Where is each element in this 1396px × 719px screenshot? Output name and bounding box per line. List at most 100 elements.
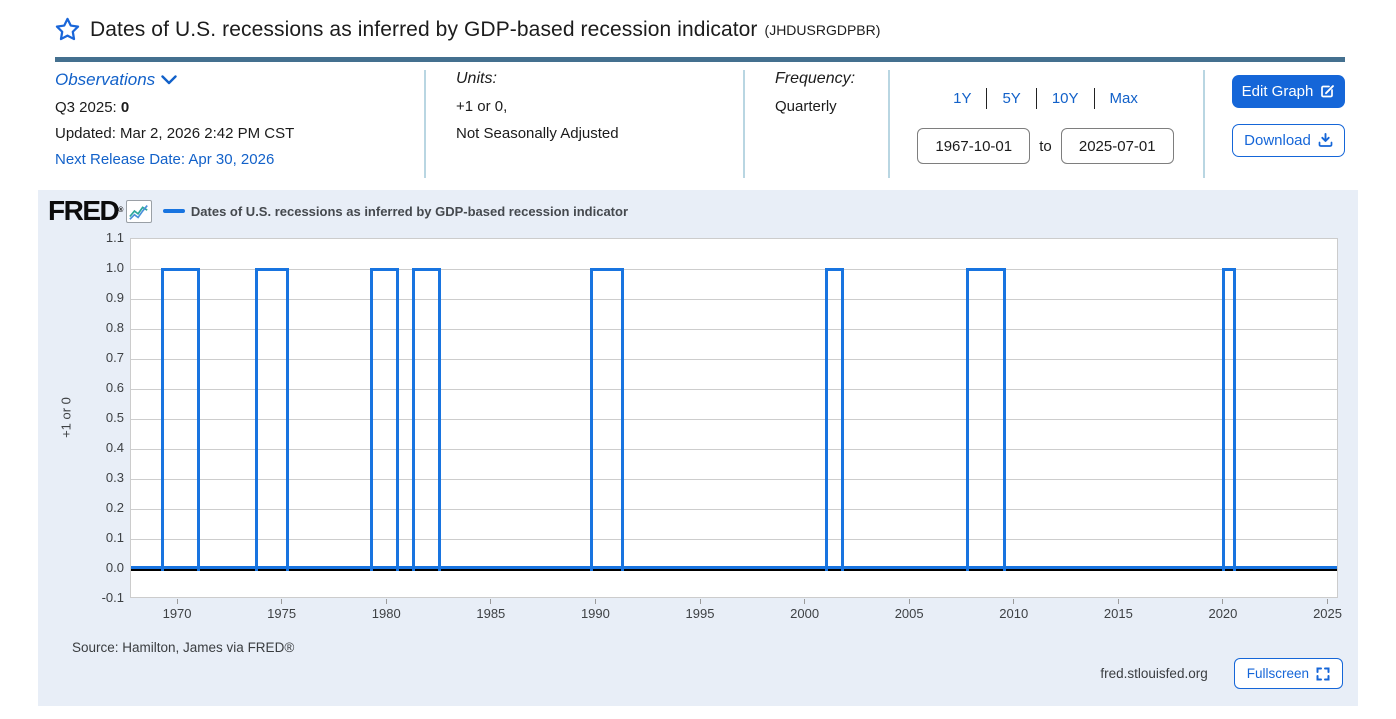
- observations-dropdown[interactable]: Observations: [55, 70, 294, 90]
- y-axis-tick-label: 0.3: [105, 470, 124, 485]
- x-axis-tick: [594, 599, 596, 604]
- fullscreen-button[interactable]: Fullscreen: [1233, 658, 1343, 689]
- series-id: (JHDUSRGDPBR): [764, 21, 881, 38]
- source-note: Source: Hamilton, James via FRED®: [72, 640, 295, 655]
- units-value-1: +1 or 0,: [456, 98, 508, 115]
- observations-label: Observations: [55, 70, 156, 89]
- x-axis-tick-label: 1970: [162, 606, 192, 621]
- recession-bar-2007-10-01: [966, 267, 1006, 571]
- page-header: Dates of U.S. recessions as inferred by …: [54, 16, 880, 43]
- actions-section: Edit Graph Download: [1232, 70, 1345, 157]
- legend-line-swatch: [162, 209, 185, 213]
- x-axis-tick: [490, 599, 492, 604]
- x-axis-tick-label: 2015: [1103, 606, 1133, 621]
- title-divider: [55, 57, 1345, 62]
- info-divider-3: [888, 70, 890, 178]
- gridline-y-0.7: [131, 358, 1337, 360]
- info-divider-4: [1203, 70, 1205, 178]
- frequency-label: Frequency:: [775, 70, 856, 87]
- next-release-link[interactable]: Next Release Date: Apr 30, 2026: [55, 151, 275, 168]
- gridline-y-0.5: [131, 418, 1337, 420]
- x-axis-tick: [176, 599, 178, 604]
- x-axis-tick-label: 1990: [580, 606, 610, 621]
- range-preset-max[interactable]: Max: [1109, 90, 1138, 107]
- recession-bar-2020-01-01: [1222, 267, 1236, 571]
- x-axis-tick: [908, 599, 910, 604]
- gridline-y-1.0: [131, 268, 1337, 270]
- gridline-y-0.1: [131, 538, 1337, 540]
- download-icon: [1318, 133, 1333, 147]
- updated-timestamp: Updated: Mar 2, 2026 2:42 PM CST: [55, 125, 295, 142]
- page-title: Dates of U.S. recessions as inferred by …: [90, 17, 758, 41]
- y-axis-tick-label: 0.7: [105, 350, 124, 365]
- gridline-y-0.4: [131, 448, 1337, 450]
- recession-bar-1969-04-01: [160, 267, 201, 571]
- x-axis-tick: [281, 599, 283, 604]
- y-axis-tick-label: 0.1: [105, 530, 124, 545]
- edit-graph-button[interactable]: Edit Graph: [1232, 75, 1345, 108]
- y-axis-tick-label: -0.1: [101, 590, 124, 605]
- range-preset-10y[interactable]: 10Y: [1051, 90, 1079, 107]
- latest-observation: Q3 2025: 0: [55, 99, 130, 116]
- fullscreen-icon: [1316, 667, 1330, 680]
- info-divider-1: [424, 70, 426, 178]
- recession-bar-1973-10-01: [255, 267, 290, 571]
- range-preset-5y[interactable]: 5Y: [1002, 90, 1021, 107]
- gridline-y-0.2: [131, 508, 1337, 510]
- legend-label: Dates of U.S. recessions as inferred by …: [190, 203, 629, 219]
- x-axis-tick: [1327, 599, 1329, 604]
- recession-bar-1989-10-01: [589, 267, 625, 571]
- start-date-input[interactable]: [917, 128, 1031, 164]
- chevron-down-icon: [161, 75, 177, 85]
- end-date-input[interactable]: [1060, 128, 1174, 164]
- x-axis-tick-label: 2025: [1313, 606, 1342, 621]
- fred-logo: FRED®: [48, 195, 123, 226]
- x-axis-tick: [1013, 599, 1015, 604]
- units-label: Units:: [456, 70, 497, 87]
- recession-bar-1981-04-01: [411, 267, 442, 571]
- range-preset-1y[interactable]: 1Y: [953, 90, 972, 107]
- y-axis-tick-label: 0.0: [105, 560, 124, 575]
- preset-separator: [1093, 88, 1095, 109]
- x-axis-tick: [1222, 599, 1224, 604]
- gridline-y-0.9: [131, 298, 1337, 300]
- y-axis-tick-label: 0.2: [105, 500, 124, 515]
- x-axis-tick-label: 1995: [685, 606, 715, 621]
- observations-section: Observations Q3 2025: 0 Updated: Mar 2, …: [55, 70, 294, 168]
- chart-brand-row: FRED® Dates of U.S. recessions as inferr…: [48, 197, 628, 225]
- recession-bar-2001-01-01: [825, 267, 844, 571]
- site-label: fred.stlouisfed.org: [1100, 666, 1208, 681]
- x-axis-tick-label: 2010: [999, 606, 1029, 621]
- info-divider-2: [743, 70, 745, 178]
- x-axis-tick-label: 2005: [894, 606, 924, 621]
- chart-region: FRED® Dates of U.S. recessions as inferr…: [38, 190, 1358, 706]
- download-button[interactable]: Download: [1232, 124, 1345, 157]
- units-value-2: Not Seasonally Adjusted: [456, 125, 619, 142]
- zero-line: [131, 568, 1337, 571]
- y-axis-tick-label: 1.1: [105, 230, 124, 245]
- x-axis-tick-label: 1985: [476, 606, 506, 621]
- preset-separator: [1035, 88, 1037, 109]
- y-axis-tick-label: 0.4: [105, 440, 124, 455]
- date-range-row: to: [888, 128, 1203, 164]
- gridline-y-0.6: [131, 388, 1337, 390]
- x-axis-tick-label: 1975: [267, 606, 297, 621]
- range-presets: 1Y 5Y 10Y Max: [888, 88, 1203, 109]
- chart-footer-right: fred.stlouisfed.org Fullscreen: [1100, 658, 1343, 689]
- recession-bar-1979-04-01: [370, 267, 400, 571]
- x-axis-tick: [1117, 599, 1119, 604]
- y-axis-tick-label: 0.6: [105, 380, 124, 395]
- preset-separator: [986, 88, 988, 109]
- x-axis-tick-label: 2000: [790, 606, 820, 621]
- frequency-section: Frequency: Quarterly: [775, 70, 855, 115]
- x-axis-tick-label: 1980: [371, 606, 401, 621]
- y-axis-tick-label: 1.0: [105, 260, 124, 275]
- y-axis-tick-label: 0.8: [105, 320, 124, 335]
- favorite-star-icon[interactable]: [54, 16, 81, 43]
- units-section: Units: +1 or 0, Not Seasonally Adjusted: [456, 70, 619, 142]
- plot-area[interactable]: [130, 238, 1338, 598]
- fred-chart-icon: [125, 199, 152, 223]
- date-range-section: 1Y 5Y 10Y Max to: [888, 70, 1203, 164]
- info-bar: Observations Q3 2025: 0 Updated: Mar 2, …: [0, 70, 1396, 180]
- frequency-value: Quarterly: [775, 98, 837, 115]
